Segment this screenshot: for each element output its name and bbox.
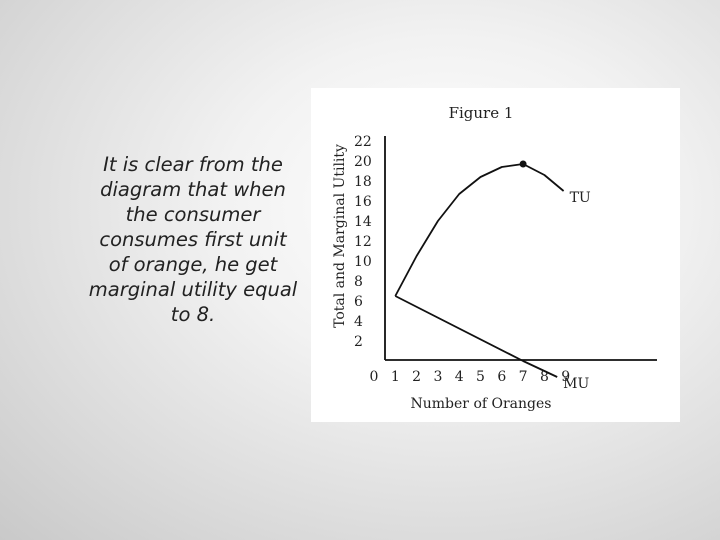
tu-max-point (519, 160, 527, 168)
y-tick-label: 14 (354, 214, 372, 230)
x-tick-label: 5 (476, 369, 485, 385)
tu-series-label: TU (570, 190, 591, 206)
series-lines: TU MU (394, 160, 591, 392)
x-tick-label: 8 (540, 369, 549, 385)
mu-series-label: MU (563, 376, 589, 392)
y-tick-label: 6 (354, 294, 363, 310)
y-tick-label: 22 (354, 134, 372, 150)
y-tick-label: 8 (354, 274, 363, 290)
figure-card: Figure 1 Total and Marginal Utility Numb… (311, 88, 680, 422)
y-tick-label: 12 (354, 234, 372, 250)
x-tick-label: 1 (391, 369, 400, 385)
y-tick-label: 20 (354, 154, 372, 170)
y-axis-label: Total and Marginal Utility (332, 144, 348, 328)
y-tick-label: 18 (354, 174, 372, 190)
slide-caption: It is clear from the diagram that when t… (88, 153, 298, 326)
y-tick-label: 4 (354, 314, 363, 330)
y-tick-label: 16 (354, 194, 372, 210)
x-tick-label: 4 (455, 369, 464, 385)
tu-curve (394, 163, 565, 297)
x-tick-label: 0 (370, 369, 379, 385)
mu-curve (394, 295, 558, 378)
chart-title: Figure 1 (449, 104, 514, 122)
x-axis-label: Number of Oranges (411, 396, 552, 412)
x-tick-label: 6 (497, 369, 506, 385)
y-tick-label: 10 (354, 254, 372, 270)
x-tick-label: 3 (433, 369, 442, 385)
x-tick-label: 9 (561, 369, 570, 385)
axes (384, 136, 657, 361)
y-tick-label: 2 (354, 334, 363, 350)
x-tick-label: 7 (519, 369, 528, 385)
utility-chart: Figure 1 Total and Marginal Utility Numb… (332, 104, 657, 412)
x-tick-label: 2 (412, 369, 421, 385)
